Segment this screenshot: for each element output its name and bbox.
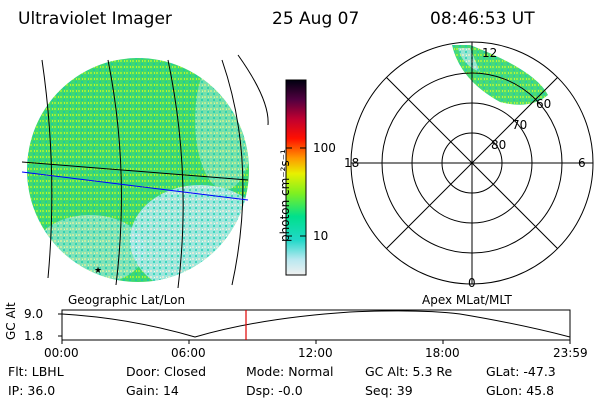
mlat-label-60: 60 (536, 97, 552, 111)
status-seq: Seq: 39 (365, 383, 413, 398)
date-label: 25 Aug 07 (272, 9, 360, 29)
altitude-xtick-3: 18:00 (425, 346, 460, 360)
mlt-label-12: 12 (482, 46, 498, 60)
altitude-xtick-4: 23:59 (553, 346, 588, 360)
status-ip: IP: 36.0 (8, 383, 56, 398)
colorbar-tick-100: 100 (313, 141, 336, 155)
status-gc-alt: GC Alt: 5.3 Re (365, 364, 453, 379)
status-mode: Mode: Normal (246, 364, 334, 379)
lat-grid-lines (21, 161, 249, 201)
mlt-label-18: 18 (344, 156, 360, 170)
polar-plot (350, 41, 594, 285)
polar-panel-caption: Apex MLat/MLT (422, 293, 512, 307)
lon-grid-lines (41, 54, 269, 289)
left-panel-caption: Geographic Lat/Lon (68, 293, 186, 307)
time-label: 08:46:53 UT (430, 9, 535, 29)
status-glat: GLat: -47.3 (486, 364, 556, 379)
colorbar-tick-10: 10 (313, 229, 329, 243)
altitude-xtick-1: 06:00 (171, 346, 206, 360)
colorbar (285, 79, 307, 276)
altitude-ylabel: GC Alt (4, 302, 18, 340)
mlt-label-0: 0 (468, 276, 476, 290)
altitude-plot (58, 309, 571, 344)
status-dsp: Dsp: -0.0 (246, 383, 303, 398)
status-glon: GLon: 45.8 (486, 383, 555, 398)
earth-image: ★ (21, 54, 269, 289)
altitude-xtick-0: 00:00 (44, 346, 79, 360)
status-flt: Flt: LBHL (8, 364, 64, 379)
mlt-label-6: 6 (578, 156, 586, 170)
status-door: Door: Closed (126, 364, 207, 379)
altitude-xtick-2: 12:00 (298, 346, 333, 360)
mlat-label-70: 70 (512, 118, 528, 132)
subsatellite-marker: ★ (94, 266, 102, 276)
colorbar-unit-label: photon cm⁻²s⁻¹ (278, 149, 292, 242)
instrument-title: Ultraviolet Imager (18, 9, 172, 29)
mlat-label-80: 80 (491, 138, 507, 152)
status-gain: Gain: 14 (126, 383, 179, 398)
altitude-ytick-bottom: 1.8 (24, 329, 44, 343)
altitude-ytick-top: 9.0 (24, 307, 44, 321)
